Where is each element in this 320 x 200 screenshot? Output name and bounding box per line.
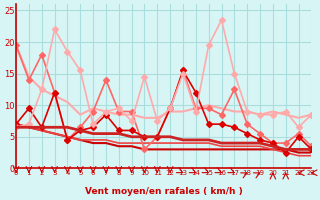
X-axis label: Vent moyen/en rafales ( km/h ): Vent moyen/en rafales ( km/h ) (85, 187, 243, 196)
